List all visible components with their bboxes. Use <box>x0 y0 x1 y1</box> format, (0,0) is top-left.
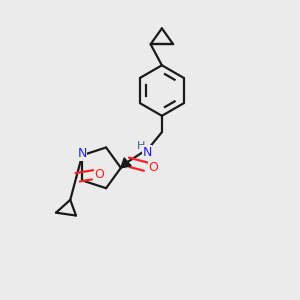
Polygon shape <box>121 158 131 168</box>
Text: O: O <box>94 168 104 181</box>
Text: O: O <box>148 161 158 174</box>
Text: N: N <box>77 147 87 160</box>
Text: H: H <box>137 140 145 151</box>
Text: N: N <box>142 146 152 159</box>
